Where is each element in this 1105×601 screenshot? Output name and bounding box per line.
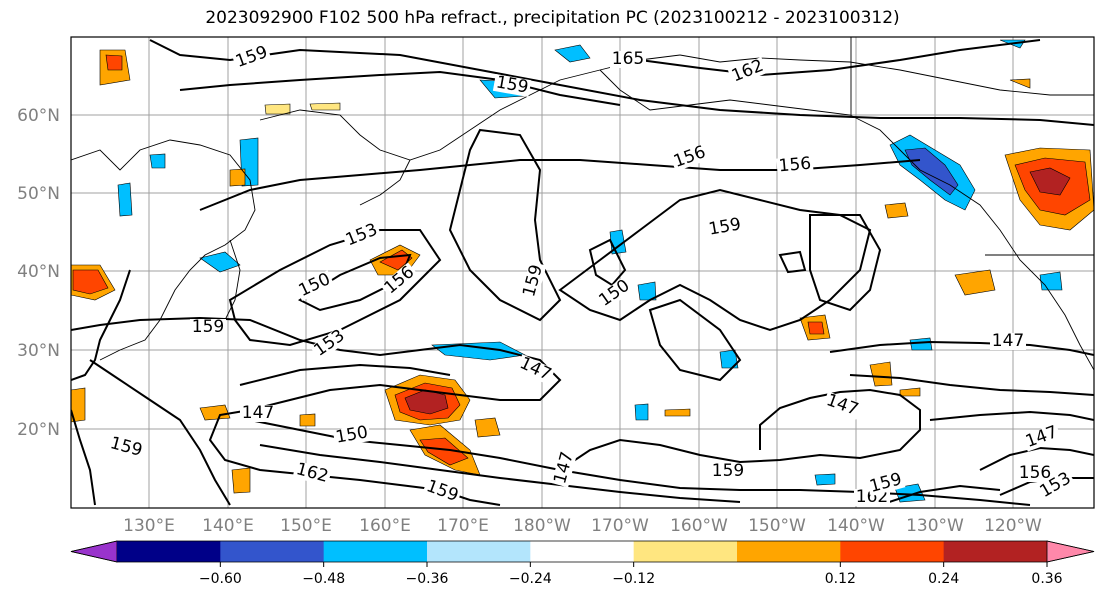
colorbar-tick-label: −0.24 [509,571,552,587]
contour-label-bg [670,143,710,172]
lon-label: 150°W [748,516,806,536]
contour-label-bg [515,354,556,385]
lat-label: 20°N [17,420,60,440]
contour-label-bg [106,434,146,461]
contour-label-bg [610,51,646,68]
colorbar-segment [323,541,428,562]
lon-label: 150°E [280,516,332,536]
contour-label-bg [190,319,226,336]
graticule [71,37,1094,508]
contour-label-bg [240,405,276,422]
contour-label-bg [492,74,532,98]
colorbar-segment [117,541,221,562]
colorbar-tick-label: 0.36 [1031,571,1062,587]
colorbar-tick-label: −0.12 [612,571,655,587]
colorbar-segment [943,541,1048,562]
colorbar-tick-label: −0.60 [199,571,242,587]
map-title: 2023092900 F102 500 hPa refract., precip… [205,8,900,28]
colorbar-tick-label: −0.48 [302,571,345,587]
contour-label-bg [294,270,335,301]
contour-label-bg [776,155,814,176]
lon-label: 130°W [906,516,964,536]
coastlines [71,37,1094,371]
contour-label-bg [551,448,578,488]
contour-label-bg [866,470,906,497]
lon-label: 170°W [591,516,649,536]
lon-label: 160°W [670,516,728,536]
contour-label-bg [710,463,746,480]
contour-label: 159 [712,461,744,481]
lon-label: 120°W [984,516,1042,536]
contour-label: 147 [242,403,274,423]
contour-label: 165 [612,49,644,69]
colorbar-segment [840,541,945,562]
lat-label: 30°N [17,341,60,361]
contour-label-bg [1022,423,1062,452]
contour-label-bg [595,276,635,311]
colorbar [70,540,1095,563]
lon-label: 130°E [123,516,175,536]
lon-label: 170°E [437,516,489,536]
lat-label: 50°N [17,184,60,204]
contour-label-bg [705,216,745,240]
lon-label: 160°E [359,516,411,536]
contour-label-bg [822,391,862,420]
contour-label: 147 [992,331,1024,351]
colorbar-segment [427,541,531,562]
lat-label: 40°N [17,262,60,282]
contour-label-bg [520,261,547,301]
lon-label: 140°W [827,516,885,536]
latitude-labels: 60°N 50°N 40°N 30°N 20°N [17,106,60,440]
colorbar-segment [530,541,635,562]
contour-label-bg [232,43,272,72]
colorbar-extend-high [1046,540,1095,563]
plot-frame [70,36,1095,509]
contour-label-bg [292,460,332,487]
colorbar-tick-label: −0.36 [406,571,449,587]
contour-label-bg [380,262,419,299]
lon-label: 140°E [202,516,254,536]
colorbar-segment [737,541,841,562]
lon-label: 180°W [513,516,571,536]
colorbar-segment [220,541,325,562]
colorbar-ticks: −0.60−0.48−0.36−0.24−0.120.120.240.360.4… [199,562,1063,587]
contour-label-bg [727,56,768,87]
contour-label: 156 [1019,463,1051,483]
contour-label-bg [990,333,1026,350]
colorbar-tick-label: 0.24 [928,571,959,587]
longitude-labels: 130°E 140°E 150°E 160°E 170°E 180°W 170°… [123,516,1042,536]
colorbar-tick-label: 0.12 [825,571,856,587]
contour-label-bg [332,424,372,448]
contour-label-bg [422,477,462,506]
contour-label-bg [1017,465,1053,482]
contour-label-bg [310,326,350,361]
contour-label-bg [341,220,382,251]
precip-positive-shading [71,49,1094,494]
colorbar-segment [633,541,738,562]
contour-label: 156 [778,154,812,177]
contour-label: 159 [192,317,224,337]
colorbar-border [70,540,1095,563]
contour-label-bg [1035,469,1076,502]
colorbar-extend-low [70,540,118,563]
lat-label: 60°N [17,106,60,126]
